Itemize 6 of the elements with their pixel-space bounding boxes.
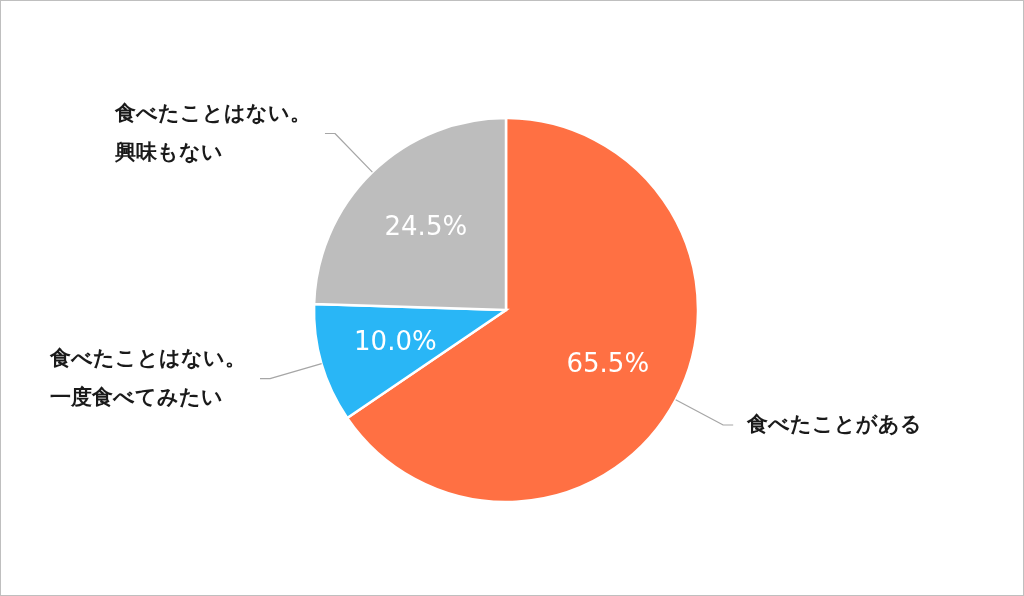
data-label: 10.0% [354,326,437,357]
data-label: 24.5% [384,211,468,242]
slice-label: 食べたことがある [746,412,923,436]
slice-label: 食べたことはない。興味もない [113,101,311,165]
data-label: 65.5% [566,347,650,378]
slice-label: 食べたことはない。一度食べてみたい [49,346,246,410]
